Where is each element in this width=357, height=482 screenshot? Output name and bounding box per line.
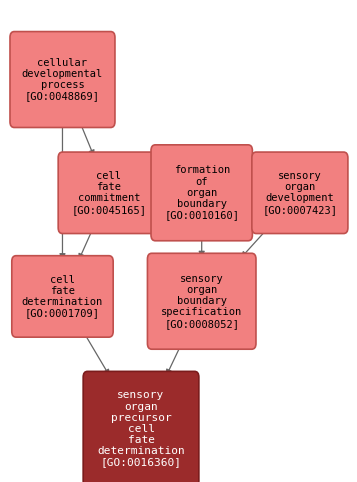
Text: sensory
organ
boundary
specification
[GO:0008052]: sensory organ boundary specification [GO… xyxy=(161,274,242,329)
FancyBboxPatch shape xyxy=(83,371,199,482)
FancyBboxPatch shape xyxy=(151,145,252,241)
Text: cell
fate
determination
[GO:0001709]: cell fate determination [GO:0001709] xyxy=(22,275,103,318)
Text: formation
of
organ
boundary
[GO:0010160]: formation of organ boundary [GO:0010160] xyxy=(164,165,239,220)
FancyBboxPatch shape xyxy=(147,254,256,349)
Text: sensory
organ
development
[GO:0007423]: sensory organ development [GO:0007423] xyxy=(262,171,337,214)
FancyBboxPatch shape xyxy=(58,152,160,234)
FancyBboxPatch shape xyxy=(252,152,348,234)
Text: sensory
organ
precursor
cell
fate
determination
[GO:0016360]: sensory organ precursor cell fate determ… xyxy=(97,390,185,468)
Text: cellular
developmental
process
[GO:0048869]: cellular developmental process [GO:00488… xyxy=(22,58,103,101)
Text: cell
fate
commitment
[GO:0045165]: cell fate commitment [GO:0045165] xyxy=(71,171,146,214)
FancyBboxPatch shape xyxy=(12,255,113,337)
FancyBboxPatch shape xyxy=(10,32,115,128)
